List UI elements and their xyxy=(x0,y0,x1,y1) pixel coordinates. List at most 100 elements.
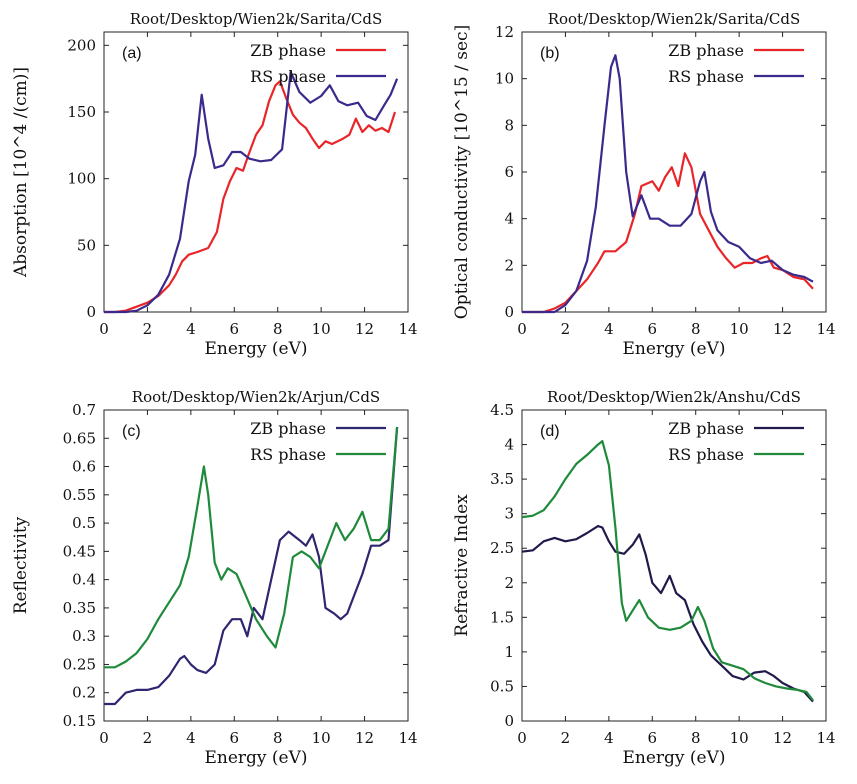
y-tick-label: 12 xyxy=(495,23,514,41)
chart-panel-3: 0 2 4 6 8 10 12 14 0.15 0.2 0.25 0.3 0.35 0.4 0.45 0.5 0… xyxy=(11,388,418,768)
y-tick-label: 0.5 xyxy=(490,677,514,695)
chart-title: Root/Desktop/Wien2k/Sarita/CdS xyxy=(130,10,383,28)
y-tick-label: 50 xyxy=(77,236,96,254)
x-tick-label: 0 xyxy=(99,320,109,338)
y-tick-label: 2 xyxy=(504,574,514,592)
y-tick-label: 0 xyxy=(504,712,514,730)
x-tick-label: 8 xyxy=(273,729,283,747)
y-axis-label: Reflectivity xyxy=(11,516,31,614)
x-tick-label: 6 xyxy=(648,320,658,338)
series-line-rs-phase xyxy=(104,70,399,314)
x-tick-label: 10 xyxy=(730,729,749,747)
series-line-zb-phase xyxy=(104,80,397,314)
y-tick-label: 0.55 xyxy=(63,486,96,504)
y-axis-label: Refractive Index xyxy=(452,494,472,637)
panel-tag: (d) xyxy=(540,423,560,440)
x-tick-label: 10 xyxy=(730,320,749,338)
y-tick-label: 0.25 xyxy=(63,655,96,673)
panel-tag: (b) xyxy=(540,45,560,62)
x-tick-label: 10 xyxy=(312,729,331,747)
series-line-rs-phase xyxy=(522,54,814,314)
y-tick-label: 6 xyxy=(504,163,514,181)
x-tick-label: 2 xyxy=(143,320,153,338)
panel-tag: (a) xyxy=(122,45,142,62)
x-tick-label: 8 xyxy=(273,320,283,338)
x-tick-label: 12 xyxy=(773,729,792,747)
series-line-zb-phase xyxy=(522,152,814,314)
y-tick-label: 0 xyxy=(86,303,96,321)
y-tick-label: 3.5 xyxy=(490,470,514,488)
x-tick-label: 8 xyxy=(691,320,701,338)
y-tick-label: 4 xyxy=(504,436,514,454)
y-tick-label: 0.3 xyxy=(72,627,96,645)
x-tick-label: 12 xyxy=(355,320,374,338)
y-tick-label: 0.4 xyxy=(72,571,96,589)
x-tick-label: 0 xyxy=(517,320,527,338)
x-axis-label: Energy (eV) xyxy=(204,339,307,359)
series-line-rs-phase xyxy=(104,426,399,669)
legend-label: RS phase xyxy=(668,67,744,86)
x-axis-label: Energy (eV) xyxy=(622,339,725,359)
x-tick-label: 0 xyxy=(517,729,527,747)
x-tick-label: 2 xyxy=(561,320,571,338)
x-tick-label: 6 xyxy=(230,320,240,338)
series-line-rs-phase xyxy=(521,440,814,701)
y-tick-label: 4 xyxy=(504,210,514,228)
y-tick-label: 0.35 xyxy=(63,599,96,617)
x-tick-label: 4 xyxy=(186,320,196,338)
y-axis-label: Absorption [10^4 /(cm)] xyxy=(11,67,31,278)
legend-label: ZB phase xyxy=(668,41,744,60)
x-tick-label: 14 xyxy=(398,729,417,747)
x-tick-label: 12 xyxy=(355,729,374,747)
legend-label: ZB phase xyxy=(250,419,326,438)
chart-panel-4: 0 2 4 6 8 10 12 14 0 0.5 1 1.5 2 2.5 3 3.5 4 4.5 Root/Desk… xyxy=(452,388,836,768)
y-tick-label: 2 xyxy=(504,256,514,274)
x-tick-label: 12 xyxy=(773,320,792,338)
x-tick-label: 14 xyxy=(816,729,835,747)
x-tick-label: 8 xyxy=(691,729,701,747)
legend-label: ZB phase xyxy=(250,41,326,60)
plot-frame xyxy=(103,409,409,722)
y-tick-label: 0.15 xyxy=(63,712,96,730)
y-tick-label: 100 xyxy=(67,170,96,188)
y-tick-label: 0.7 xyxy=(72,401,96,419)
legend-label: RS phase xyxy=(668,445,744,464)
x-tick-label: 14 xyxy=(398,320,417,338)
y-tick-label: 8 xyxy=(504,116,514,134)
plot-frame xyxy=(521,409,827,722)
chart-title: Root/Desktop/Wien2k/Sarita/CdS xyxy=(548,10,801,28)
x-tick-label: 14 xyxy=(816,320,835,338)
x-tick-label: 2 xyxy=(143,729,153,747)
y-tick-label: 0.45 xyxy=(63,542,96,560)
chart-title: Root/Desktop/Wien2k/Arjun/CdS xyxy=(132,388,380,406)
y-tick-label: 200 xyxy=(67,36,96,54)
chart-panel-2: 0 2 4 6 8 10 12 14 0 2 4 6 8 10 12 Root/Desktop/Wien2k/… xyxy=(452,10,836,359)
series-line-zb-phase xyxy=(521,525,814,703)
y-tick-label: 0.2 xyxy=(72,684,96,702)
y-tick-label: 4.5 xyxy=(490,401,514,419)
y-tick-label: 0.65 xyxy=(63,429,96,447)
x-tick-label: 2 xyxy=(561,729,571,747)
y-tick-label: 2.5 xyxy=(490,539,514,557)
legend-label: ZB phase xyxy=(668,419,744,438)
series-line-zb-phase xyxy=(104,426,399,706)
x-tick-label: 4 xyxy=(186,729,196,747)
x-axis-label: Energy (eV) xyxy=(204,748,307,768)
y-tick-label: 150 xyxy=(67,103,96,121)
x-tick-label: 10 xyxy=(312,320,331,338)
chart-panel-1: 0 2 4 6 8 10 12 14 0 50 100 150 200 Root/Desktop/Wien… xyxy=(11,10,418,359)
y-tick-label: 0.5 xyxy=(72,514,96,532)
x-tick-label: 4 xyxy=(604,320,614,338)
y-tick-label: 1.5 xyxy=(490,608,514,626)
y-tick-label: 10 xyxy=(495,70,514,88)
y-tick-label: 3 xyxy=(504,505,514,523)
x-tick-label: 4 xyxy=(604,729,614,747)
y-axis-label: Optical conductivity [10^15 / sec] xyxy=(452,25,472,319)
y-tick-label: 1 xyxy=(504,643,514,661)
y-tick-label: 0.6 xyxy=(72,458,96,476)
plot-frame xyxy=(103,31,409,313)
legend-label: RS phase xyxy=(250,67,326,86)
chart-title: Root/Desktop/Wien2k/Anshu/CdS xyxy=(547,388,801,406)
legend-label: RS phase xyxy=(250,445,326,464)
x-axis-label: Energy (eV) xyxy=(622,748,725,768)
